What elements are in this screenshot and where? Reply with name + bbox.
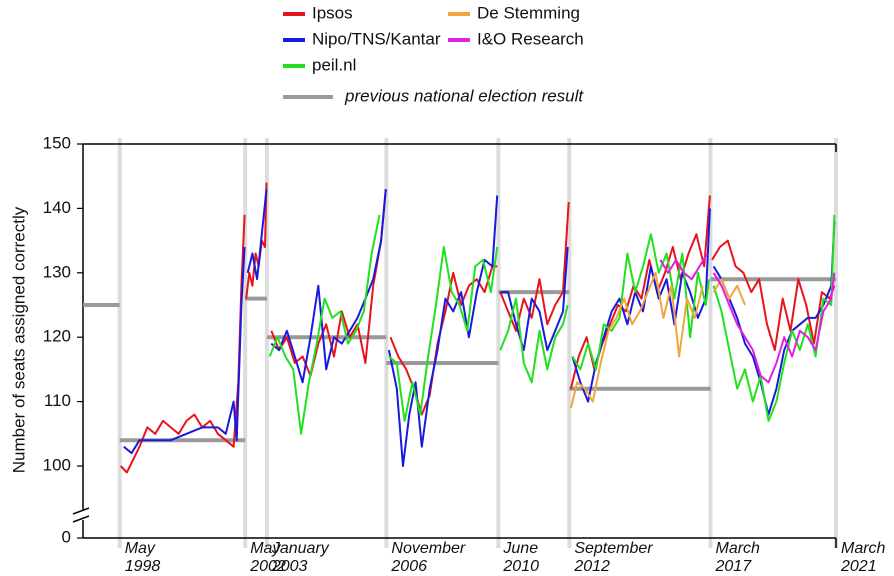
series-line [569, 271, 746, 409]
x-tick-label: June 2010 [503, 540, 539, 575]
x-tick-label: May 1998 [124, 540, 161, 575]
series-line [123, 188, 836, 467]
axis-break-gap [77, 510, 89, 520]
y-tick-label: 140 [43, 198, 71, 217]
legend-label: I&O Research [477, 29, 584, 48]
x-tick-label: May 2002 [250, 540, 286, 575]
y-tick-label: 110 [44, 391, 71, 410]
legend-label: previous national election result [344, 86, 584, 105]
x-tick-label: March 2021 [841, 540, 886, 575]
y-tick-label: 100 [43, 455, 71, 474]
y-tick-label: 0 [62, 527, 71, 546]
y-tick-label: 120 [43, 327, 71, 346]
x-tick-label: September 2012 [574, 540, 653, 575]
y-tick-label: 150 [43, 133, 71, 152]
x-tick-label: March 2017 [715, 540, 760, 575]
x-tick-label: January 2003 [271, 540, 329, 575]
axis-break [72, 507, 90, 515]
legend-label: De Stemming [477, 3, 580, 22]
series-line [119, 182, 836, 474]
legend-label: peil.nl [312, 55, 356, 74]
series-line [268, 214, 836, 435]
axis-break [72, 515, 90, 523]
y-tick-label: 130 [43, 262, 71, 281]
legend-label: Nipo/TNS/Kantar [312, 29, 441, 48]
series-line [659, 252, 836, 384]
legend-label: Ipsos [312, 3, 353, 22]
x-tick-label: November 2006 [391, 540, 466, 575]
reference-line [83, 277, 836, 443]
y-axis-title: Number of seats assigned correctly [9, 206, 28, 473]
